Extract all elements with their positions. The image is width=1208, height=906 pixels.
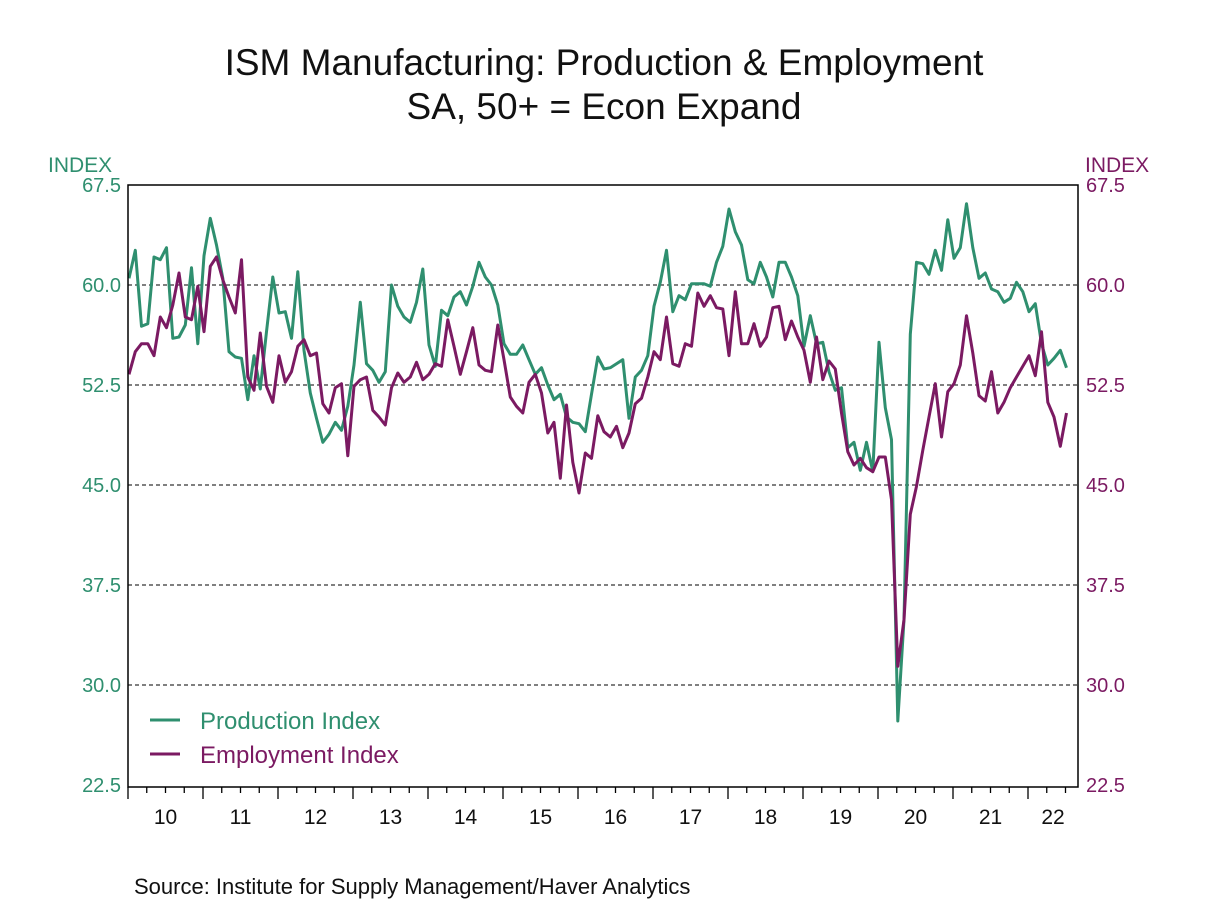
legend: Production Index Employment Index [150, 708, 399, 769]
gridlines [128, 284, 1078, 686]
right-axis-label: INDEX [1085, 154, 1149, 177]
x-tick-label: 19 [829, 806, 852, 829]
series-lines [127, 202, 1068, 723]
x-tick-label: 22 [1041, 806, 1064, 829]
right-tick-label: 60.0 [1086, 275, 1125, 297]
x-tick-label: 17 [679, 806, 702, 829]
right-tick-label: 45.0 [1086, 475, 1125, 497]
chart-subtitle: SA, 50+ = Econ Expand [406, 86, 802, 127]
left-tick-label: 45.0 [82, 475, 121, 497]
chart-title: ISM Manufacturing: Production & Employme… [224, 42, 984, 83]
left-tick-label: 22.5 [82, 775, 121, 797]
left-axis-label: INDEX [48, 154, 112, 177]
y-ticks: 67.5 67.5 60.0 60.0 52.5 52.5 45.0 45.0 37.5 37.5… [82, 175, 1125, 797]
right-tick-label: 22.5 [1086, 775, 1125, 797]
left-tick-label: 52.5 [82, 375, 121, 397]
legend-label: Production Index [200, 708, 380, 735]
right-tick-label: 52.5 [1086, 375, 1125, 397]
x-tick-label: 20 [904, 806, 927, 829]
x-tick-label: 21 [979, 806, 1002, 829]
series-line-employment [127, 255, 1068, 668]
left-tick-label: 30.0 [82, 675, 121, 697]
x-axis: 10 11 12 13 14 15 16 17 18 19 20 21 22 [127, 787, 1067, 829]
plot-frame [127, 184, 1079, 788]
series-line-production [127, 202, 1068, 723]
x-tick-label: 13 [379, 806, 402, 829]
left-tick-label: 60.0 [82, 275, 121, 297]
x-tick-label: 10 [154, 806, 177, 829]
left-tick-label: 67.5 [82, 175, 121, 197]
x-tick-label: 14 [454, 806, 478, 829]
x-tick-label: 11 [230, 806, 252, 829]
source-note: Source: Institute for Supply Management/… [134, 874, 691, 899]
x-tick-label: 18 [754, 806, 777, 829]
x-tick-label: 16 [604, 806, 627, 829]
right-tick-label: 30.0 [1086, 675, 1125, 697]
legend-label: Employment Index [200, 742, 399, 769]
x-tick-label: 15 [529, 806, 552, 829]
left-tick-label: 37.5 [82, 575, 121, 597]
right-tick-label: 67.5 [1086, 175, 1125, 197]
x-tick-label: 12 [304, 806, 327, 829]
right-tick-label: 37.5 [1086, 575, 1125, 597]
